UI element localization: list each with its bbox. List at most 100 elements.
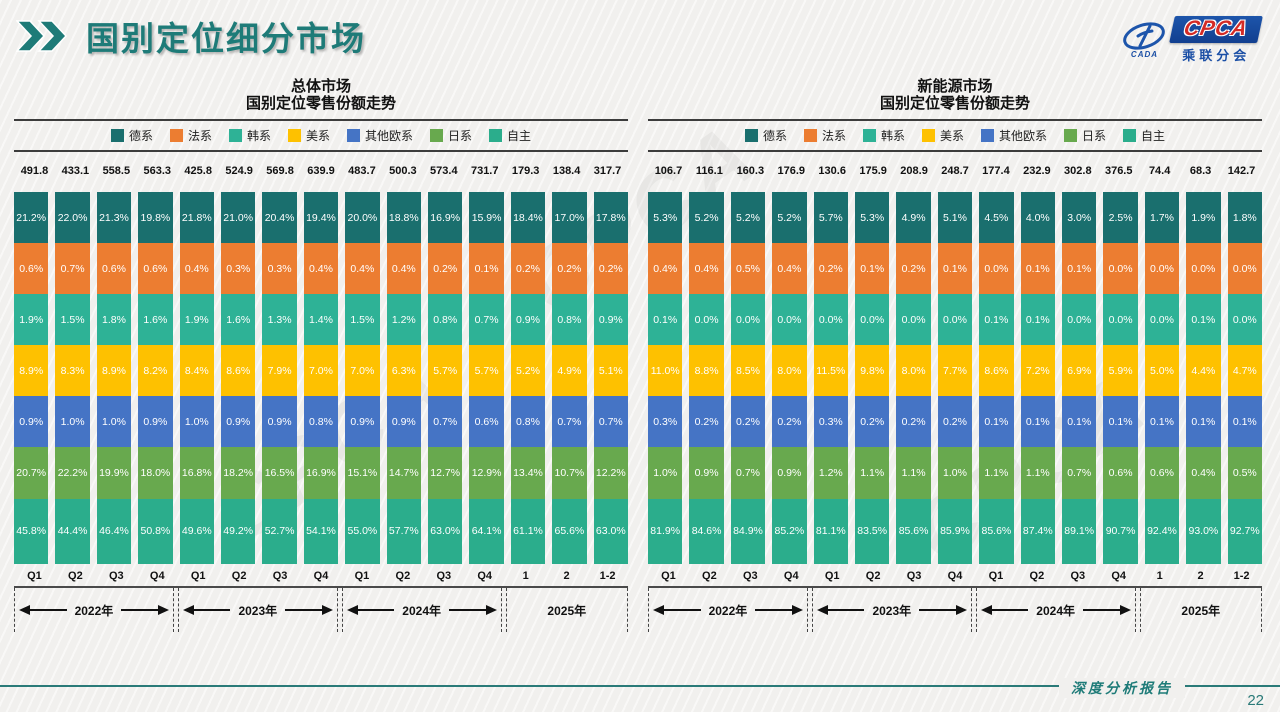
bar-value: 0.0% bbox=[777, 313, 802, 326]
bar-segment: 0.7% bbox=[428, 396, 463, 448]
arrow-shaft bbox=[357, 609, 395, 611]
bar-segment: 0.6% bbox=[14, 243, 49, 295]
bar-segment: 7.0% bbox=[303, 345, 339, 397]
bar-value: 15.1% bbox=[347, 467, 378, 480]
legend-item: 美系 bbox=[287, 127, 330, 144]
bar-value: 55.0% bbox=[347, 525, 378, 538]
chart-title: 新能源市场 国别定位零售份额走势 bbox=[648, 78, 1262, 121]
total-value: 573.4 bbox=[430, 165, 458, 177]
bar-value: 4.0% bbox=[1025, 211, 1050, 224]
legend-item: 美系 bbox=[921, 127, 964, 144]
legend-label: 自主 bbox=[1141, 129, 1166, 143]
bar-value: 0.2% bbox=[557, 262, 582, 275]
bar-segment: 89.1% bbox=[1062, 498, 1097, 564]
total-value: 317.7 bbox=[593, 165, 622, 177]
bar-value: 0.5% bbox=[1232, 467, 1257, 480]
bar-value: 81.1% bbox=[815, 525, 846, 538]
bar-segment: 0.4% bbox=[689, 243, 724, 295]
bar-value: 0.3% bbox=[267, 262, 292, 275]
bar-value: 5.7% bbox=[474, 364, 499, 377]
legend-label: 其他欧系 bbox=[999, 129, 1048, 143]
bar-value: 5.7% bbox=[433, 364, 458, 377]
chart-title-line1: 总体市场 bbox=[290, 78, 351, 95]
bar-value: 0.4% bbox=[391, 262, 416, 275]
year-label: 2023年 bbox=[238, 603, 278, 618]
bar-value: 0.6% bbox=[474, 415, 499, 428]
bar-segment: 85.2% bbox=[772, 498, 807, 564]
bar-value: 17.8% bbox=[595, 211, 626, 224]
legend-item: 其他欧系 bbox=[347, 127, 413, 144]
bar-segment: 0.9% bbox=[689, 447, 724, 499]
bar-value: 5.0% bbox=[1150, 364, 1174, 377]
total-value: 142.7 bbox=[1227, 165, 1256, 177]
bar-value: 1.2% bbox=[818, 467, 843, 480]
bar-column: 17.0% 0.2% 0.8% 4.9% 0.7% 10.7% 65.6% bbox=[552, 192, 587, 564]
legend-swatch bbox=[110, 129, 124, 142]
bar-segment: 85.6% bbox=[896, 498, 931, 564]
bar-value: 0.0% bbox=[1150, 313, 1174, 326]
bar-segment: 1.0% bbox=[96, 396, 132, 448]
bar-value: 90.7% bbox=[1105, 525, 1136, 538]
bar-value: 0.2% bbox=[901, 415, 926, 428]
legend-swatch bbox=[1064, 129, 1078, 142]
total-value: 175.9 bbox=[859, 165, 887, 177]
bar-segment: 0.9% bbox=[345, 396, 380, 448]
bar-segment: 0.5% bbox=[730, 243, 766, 295]
bar-segment: 5.0% bbox=[1144, 345, 1180, 397]
legend: 德系 法系 韩系 美系 其他欧系 日系 自主 bbox=[648, 121, 1262, 152]
bar-segment: 0.7% bbox=[730, 447, 766, 499]
bar-segment: 15.9% bbox=[469, 192, 504, 244]
emblem-caption: CADA bbox=[1130, 49, 1159, 59]
arrow-shaft bbox=[193, 609, 231, 611]
bar-segment: 5.3% bbox=[648, 192, 683, 244]
bar-value: 0.0% bbox=[1150, 262, 1174, 275]
bar-segment: 18.0% bbox=[138, 447, 173, 499]
bar-segment: 0.6% bbox=[469, 396, 504, 448]
bar-value: 0.1% bbox=[1232, 415, 1257, 428]
bar-value: 0.8% bbox=[309, 415, 333, 428]
year-label: 2022年 bbox=[708, 603, 748, 618]
arrow-shaft bbox=[664, 609, 701, 611]
bar-value: 11.0% bbox=[650, 364, 680, 377]
bar-value: 93.0% bbox=[1188, 525, 1219, 538]
bar-segment: 84.9% bbox=[730, 498, 766, 564]
bar-segment: 1.1% bbox=[1020, 447, 1055, 499]
bar-column: 4.5% 0.0% 0.1% 8.6% 0.1% 1.1% 85.6% bbox=[979, 192, 1014, 564]
bar-value: 7.7% bbox=[943, 364, 967, 377]
bar-value: 1.1% bbox=[860, 467, 885, 480]
bar-value: 8.9% bbox=[19, 364, 44, 377]
nev-market-chart: 新能源市场 国别定位零售份额走势 德系 法系 韩系 美系 其他欧系 日系 自主 106.7 1… bbox=[648, 78, 1262, 632]
year-label: 2023年 bbox=[872, 603, 912, 618]
bar-value: 0.7% bbox=[1067, 467, 1092, 480]
total-value: 558.5 bbox=[102, 165, 131, 177]
bar-segment: 14.7% bbox=[386, 447, 421, 499]
bar-value: 49.6% bbox=[181, 525, 212, 538]
bar-value: 0.6% bbox=[102, 262, 126, 275]
bar-segment: 1.0% bbox=[55, 396, 90, 448]
category-label: 1-2 bbox=[1233, 570, 1250, 582]
bar-value: 0.8% bbox=[557, 313, 582, 326]
bar-value: 0.2% bbox=[943, 415, 967, 428]
header: 国别定位细分市场 bbox=[16, 12, 366, 60]
bar-value: 11.5% bbox=[816, 364, 846, 377]
year-group: 2025年 bbox=[505, 588, 628, 632]
bar-value: 1.5% bbox=[350, 313, 375, 326]
bar-segment: 0.6% bbox=[96, 243, 132, 295]
bar-value: 84.9% bbox=[733, 525, 763, 538]
bar-segment: 8.9% bbox=[96, 345, 132, 397]
bar-value: 0.9% bbox=[143, 415, 168, 428]
total-value: 160.3 bbox=[736, 165, 765, 177]
category-label: Q1 bbox=[824, 570, 840, 582]
legend-item: 自主 bbox=[489, 127, 531, 144]
bar-column: 21.8% 0.4% 1.9% 8.4% 1.0% 16.8% 49.6% bbox=[179, 192, 214, 564]
bar-segment: 5.1% bbox=[937, 192, 973, 244]
bar-column: 5.2% 0.4% 0.0% 8.8% 0.2% 0.9% 84.6% bbox=[689, 192, 724, 564]
total-value: 500.3 bbox=[389, 165, 417, 177]
bar-segment: 21.3% bbox=[96, 192, 132, 244]
bar-value: 1.5% bbox=[60, 313, 85, 326]
year-arrow-right-icon bbox=[449, 605, 497, 615]
bar-value: 6.3% bbox=[391, 364, 416, 377]
bar-segment: 0.0% bbox=[689, 294, 724, 346]
bar-segment: 10.7% bbox=[552, 447, 587, 499]
bar-segment: 0.2% bbox=[510, 243, 546, 295]
